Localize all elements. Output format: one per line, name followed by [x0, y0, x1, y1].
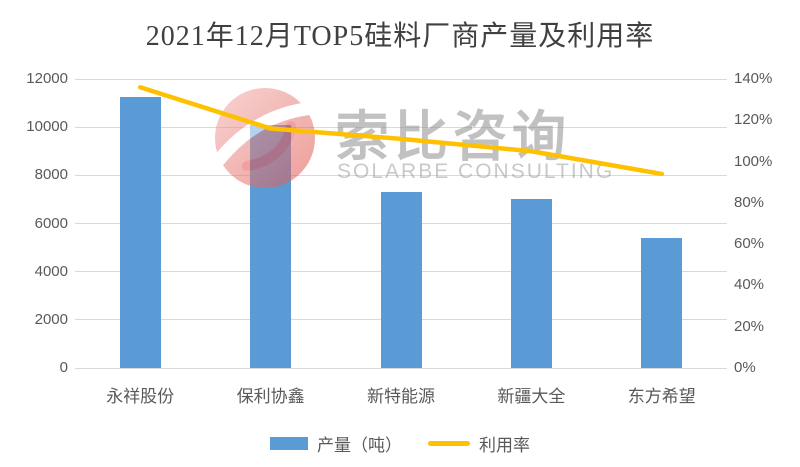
chart-title: 2021年12月TOP5硅料厂商产量及利用率 — [145, 21, 655, 52]
x-axis-category-label: 新疆大全 — [497, 387, 566, 406]
secondary-axis-tick-label: 120% — [734, 111, 773, 129]
secondary-axis-tick-label: 100% — [734, 152, 773, 170]
production-bar — [510, 199, 552, 368]
production-bar — [380, 192, 422, 368]
x-axis-category-label: 永祥股份 — [106, 387, 175, 406]
secondary-axis-tick-label: 40% — [734, 276, 765, 294]
secondary-axis-tick-label: 80% — [734, 193, 765, 211]
legend-label-utilization: 利用率 — [479, 435, 530, 455]
secondary-axis-tick-label: 20% — [734, 317, 765, 335]
gridline — [75, 78, 727, 80]
utilization-swatch-icon — [428, 440, 470, 446]
secondary-axis-tick-label: 0% — [734, 359, 756, 376]
production-bar — [641, 237, 683, 368]
x-axis-category-label: 新特能源 — [367, 387, 435, 406]
chart-legend: 产量（吨） 利用率 — [0, 428, 800, 458]
x-axis-category-label: 东方希望 — [627, 387, 696, 406]
y-axis-tick-label: 6000 — [34, 214, 68, 232]
legend-label-production: 产量（吨） — [317, 435, 402, 455]
watermark-brand-en: SOLARBE CONSULTING — [337, 160, 615, 183]
solarbe-logo-icon — [213, 88, 317, 188]
watermark: 索比咨询 SOLARBE CONSULTING — [213, 84, 615, 194]
secondary-axis-tick-label: 140% — [734, 70, 773, 87]
y-axis-tick-label: 12000 — [26, 70, 68, 87]
legend-item-production: 产量（吨） — [270, 431, 402, 456]
production-swatch-icon — [270, 436, 308, 450]
secondary-axis-tick-label: 60% — [734, 235, 765, 253]
y-axis-tick-label: 0 — [59, 359, 68, 376]
y-axis-tick-label: 2000 — [34, 310, 68, 328]
y-axis-tick-label: 8000 — [34, 166, 68, 184]
production-bar — [119, 97, 161, 368]
y-axis-tick-label: 4000 — [34, 262, 68, 280]
x-axis-category-label: 保利协鑫 — [236, 387, 305, 406]
gridline — [75, 367, 727, 369]
legend-item-utilization: 利用率 — [428, 431, 530, 456]
y-axis-tick-label: 10000 — [26, 118, 68, 136]
